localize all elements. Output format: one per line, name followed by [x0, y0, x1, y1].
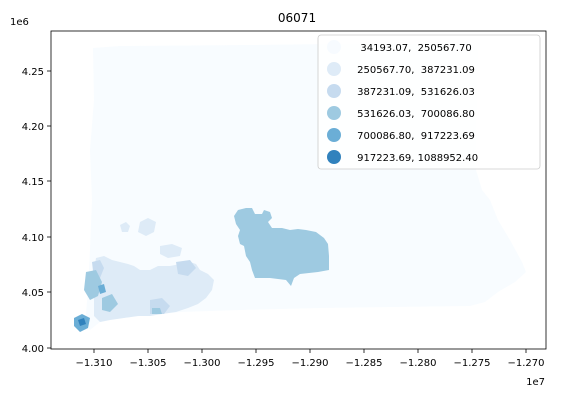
x-tick-label: −1.300	[183, 358, 220, 369]
x-tick-8: −1.270	[507, 349, 545, 369]
y-tick-1: 4.05	[22, 288, 51, 299]
y-tick-5: 4.25	[22, 67, 51, 78]
x-tick-0: −1.310	[75, 349, 113, 369]
urban-region-class-4-b	[98, 284, 106, 294]
urban-region-class-1-b	[120, 222, 130, 232]
legend-swatch-2	[327, 84, 341, 98]
y-axis: 4.00 4.05 4.10 4.15 4.20 4.25 1e6	[10, 17, 51, 355]
legend-entry-4: 700086.80, 917223.69	[327, 128, 475, 142]
x-tick-label: −1.280	[399, 358, 436, 369]
map-title: 06071	[278, 11, 316, 25]
x-scale-label: 1e7	[526, 377, 545, 388]
urban-region-class-2-c	[176, 260, 196, 276]
legend-swatch-4	[327, 128, 341, 142]
y-tick-2: 4.10	[22, 233, 51, 244]
x-tick-label: −1.305	[129, 358, 166, 369]
plot-frame	[50, 30, 547, 350]
x-tick-label: −1.275	[453, 358, 490, 369]
legend-label-1: 250567.70, 387231.09	[354, 65, 475, 76]
y-tick-label: 4.25	[22, 67, 44, 78]
y-tick-3: 4.15	[22, 177, 51, 188]
y-tick-label: 4.20	[22, 122, 44, 133]
legend-label-0: 34193.07, 250567.70	[354, 43, 472, 54]
legend-entry-0: 34193.07, 250567.70	[327, 40, 472, 54]
legend-entry-5: 917223.69, 1088952.40	[327, 150, 478, 164]
x-tick-2: −1.300	[183, 349, 221, 369]
urban-region-class-1-c	[138, 218, 156, 236]
legend-swatch-1	[327, 62, 341, 76]
legend-label-3: 531626.03, 700086.80	[354, 109, 475, 120]
y-tick-label: 4.05	[22, 288, 44, 299]
legend-label-5: 917223.69, 1088952.40	[354, 153, 478, 164]
x-tick-label: −1.290	[291, 358, 328, 369]
x-tick-label: −1.295	[237, 358, 274, 369]
x-tick-6: −1.280	[399, 349, 437, 369]
legend-label-2: 387231.09, 531626.03	[354, 87, 475, 98]
legend-label-4: 700086.80, 917223.69	[354, 131, 475, 142]
legend: 34193.07, 250567.70 250567.70, 387231.09…	[317, 34, 541, 170]
y-tick-label: 4.00	[22, 344, 44, 355]
urban-region-class-5-a	[78, 318, 86, 326]
urban-region-class-3-b	[102, 294, 118, 312]
x-tick-label: −1.285	[345, 358, 382, 369]
legend-swatch-0	[327, 40, 341, 54]
x-tick-5: −1.285	[345, 349, 383, 369]
x-tick-4: −1.290	[291, 349, 329, 369]
y-tick-label: 4.15	[22, 177, 44, 188]
urban-region-class-1-d	[160, 244, 182, 258]
x-tick-7: −1.275	[453, 349, 491, 369]
legend-box	[317, 34, 541, 170]
y-tick-0: 4.00	[22, 344, 51, 355]
y-tick-label: 4.10	[22, 233, 44, 244]
x-tick-label: −1.270	[507, 358, 544, 369]
y-tick-4: 4.20	[22, 122, 51, 133]
x-tick-label: −1.310	[75, 358, 112, 369]
desert-region-class-3	[234, 208, 329, 286]
x-tick-1: −1.305	[129, 349, 167, 369]
legend-swatch-3	[327, 106, 341, 120]
x-axis: −1.310 −1.305 −1.300 −1.295 −1.290 −1.28…	[75, 349, 545, 388]
x-tick-3: −1.295	[237, 349, 275, 369]
legend-entry-1: 250567.70, 387231.09	[327, 62, 475, 76]
axes-frame	[50, 30, 547, 350]
legend-swatch-5	[327, 150, 341, 164]
urban-region-class-3-c	[152, 308, 162, 314]
urban-region-class-3-a	[84, 270, 102, 300]
y-scale-label: 1e6	[10, 17, 29, 28]
legend-entry-2: 387231.09, 531626.03	[327, 84, 475, 98]
legend-entry-3: 531626.03, 700086.80	[327, 106, 475, 120]
